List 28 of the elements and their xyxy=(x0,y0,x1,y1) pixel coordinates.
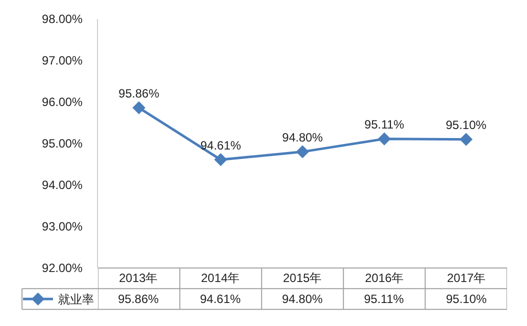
y-tick-label: 97.00% xyxy=(42,54,83,68)
point xyxy=(378,132,391,146)
x-tick-label: 2014年 xyxy=(201,271,240,285)
data-label: 95.11% xyxy=(364,292,404,306)
y-tick-label: 93.00% xyxy=(42,220,83,234)
y-tick-label: 96.00% xyxy=(42,95,83,110)
y-tick-label: 94.00% xyxy=(42,178,83,192)
point xyxy=(132,101,146,114)
y-tick-label: 98.00% xyxy=(42,12,83,26)
text: 94.80% xyxy=(282,130,323,145)
text: 95.11% xyxy=(364,118,404,132)
text: 94.61% xyxy=(200,138,242,152)
y-tick-label: 92.00% xyxy=(42,261,83,276)
point xyxy=(214,153,228,166)
data-label: 95.10% xyxy=(446,292,488,306)
legend-label: 就业率 xyxy=(58,292,94,307)
x-tick-label: 2016年 xyxy=(365,271,404,285)
point xyxy=(296,145,309,158)
text: 95.86% xyxy=(118,86,160,101)
y-tick-label: 95.00% xyxy=(42,136,83,151)
data-label: 94.61% xyxy=(200,292,242,306)
x-tick-label: 2015年 xyxy=(283,271,322,285)
x-tick-label: 2013年 xyxy=(119,271,158,285)
text: 95.10% xyxy=(446,118,486,132)
data-label: 95.86% xyxy=(118,292,160,306)
data-label: 94.80% xyxy=(282,292,324,306)
x-tick-label: 2017年 xyxy=(447,271,486,285)
point xyxy=(460,132,473,146)
